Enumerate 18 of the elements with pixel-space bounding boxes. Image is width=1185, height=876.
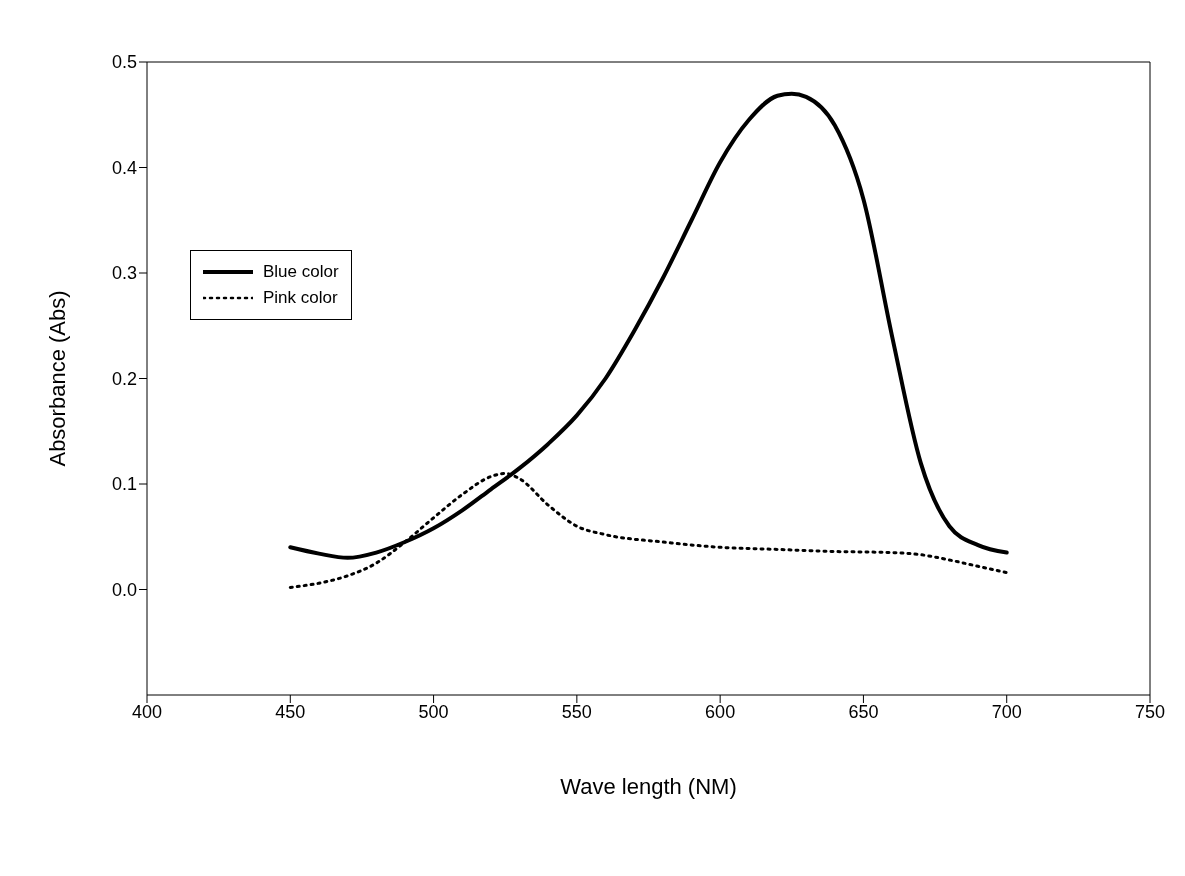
x-tick-label: 450 — [275, 701, 306, 722]
x-tick-label: 550 — [561, 701, 592, 722]
y-tick-label: 0.2 — [111, 368, 137, 389]
y-tick-label: 0.4 — [111, 157, 137, 178]
y-tick-label: 0.5 — [111, 52, 137, 73]
legend-label: Blue color — [263, 262, 339, 282]
legend-label: Pink color — [263, 288, 338, 308]
x-tick-label: 750 — [1134, 701, 1166, 722]
x-tick-label: 650 — [848, 701, 879, 722]
x-axis-title: Wave length (NM) — [560, 774, 737, 799]
x-tick-label: 500 — [418, 701, 449, 722]
y-tick-label: 0.0 — [111, 579, 137, 600]
x-tick-label: 400 — [131, 701, 163, 722]
x-tick-label: 700 — [991, 701, 1022, 722]
y-tick-label: 0.3 — [111, 263, 137, 284]
y-axis-title: Absorbance (Abs) — [44, 290, 70, 467]
y-tick-label: 0.1 — [111, 474, 137, 495]
x-tick-label: 600 — [705, 701, 736, 722]
